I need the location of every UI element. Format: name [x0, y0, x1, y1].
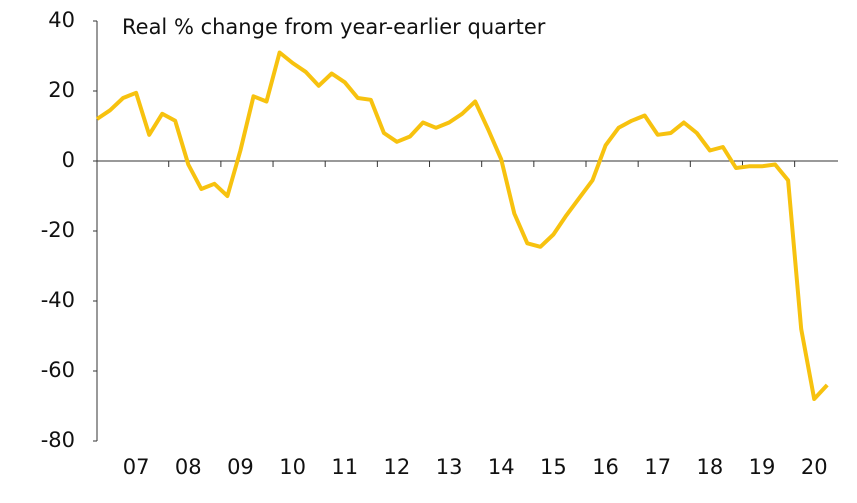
y-tick-label: -20 [41, 218, 75, 242]
y-tick-label: -80 [41, 428, 75, 452]
x-tick-label: 08 [175, 455, 202, 479]
x-tick-label: 19 [749, 455, 776, 479]
data-line [95, 50, 829, 401]
x-tick-label: 17 [644, 455, 671, 479]
y-tick-label: 40 [48, 8, 75, 32]
y-tick-label: 0 [62, 148, 75, 172]
x-tick-label: 15 [540, 455, 567, 479]
x-tick-label: 14 [488, 455, 515, 479]
y-tick-label: -60 [41, 358, 75, 382]
x-tick-label: 11 [331, 455, 358, 479]
annotation: Real % change from year-earlier quarter [122, 15, 546, 39]
x-tick-label: 16 [592, 455, 619, 479]
x-tick-label: 10 [279, 455, 306, 479]
y-tick-label: -40 [41, 288, 75, 312]
x-tick-label: 20 [801, 455, 828, 479]
x-tick-label: 09 [227, 455, 254, 479]
x-tick-label: 07 [123, 455, 150, 479]
y-tick-label: 20 [48, 78, 75, 102]
x-tick-label: 12 [384, 455, 411, 479]
x-tick-label: 18 [697, 455, 724, 479]
x-tick-label: 13 [436, 455, 463, 479]
